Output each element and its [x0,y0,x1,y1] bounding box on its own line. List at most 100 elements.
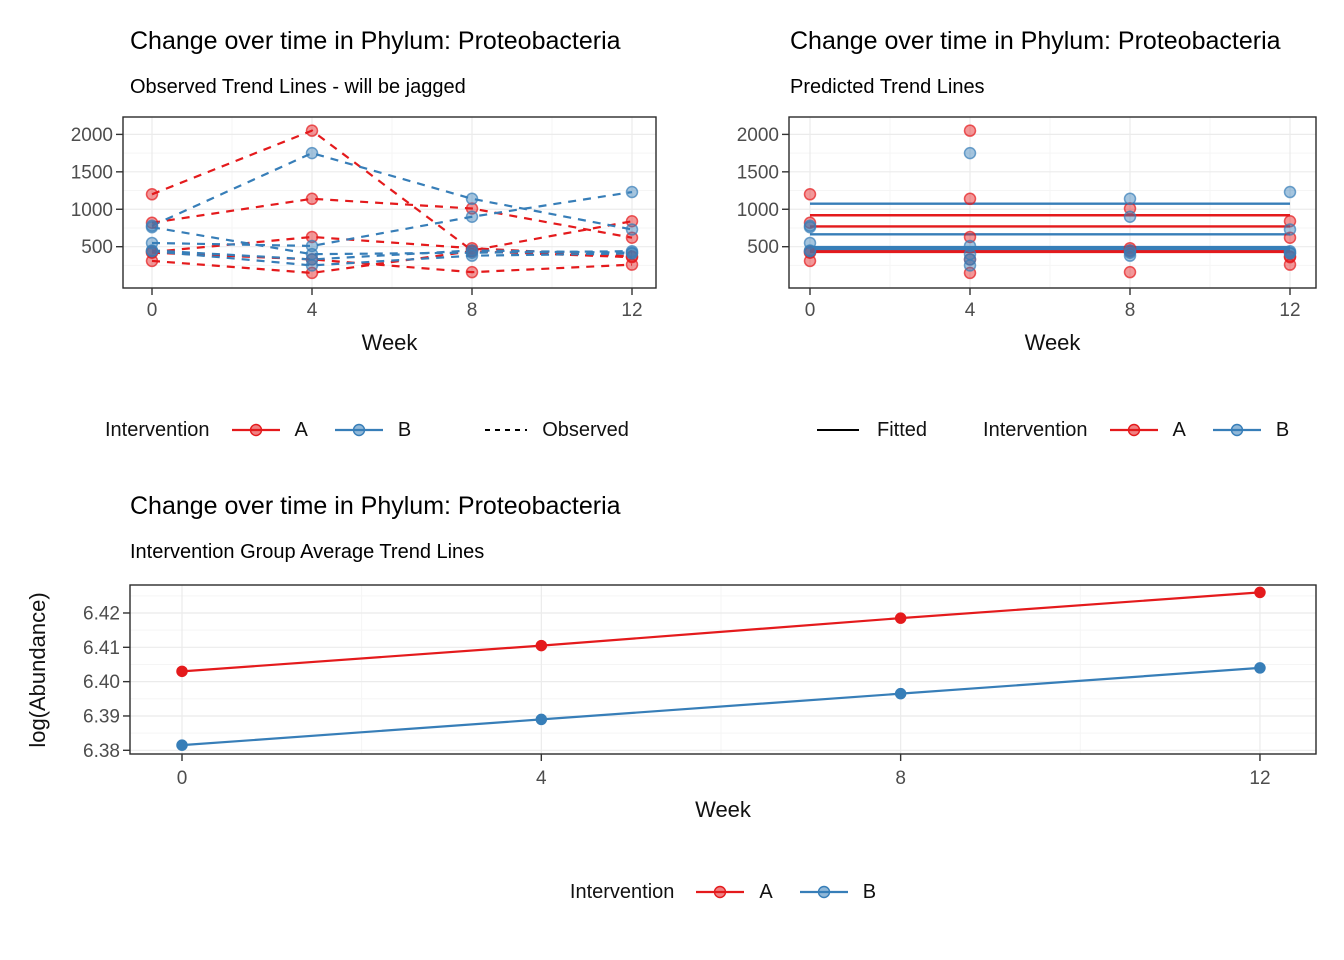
legend-label-b: B [1275,418,1290,441]
data-point [1254,586,1266,599]
legend: Intervention A B [130,875,1316,909]
legend-key-b-icon [799,885,848,899]
legend-label-a: A [759,880,773,903]
y-tick-label: 6.38 [83,741,120,762]
legend-key-b-icon [334,423,383,437]
linetype-legend: Fitted [815,419,983,442]
data-point [803,216,817,229]
series-line [151,190,633,248]
legend-label-b: B [397,418,412,441]
y-tick-label: 1500 [737,162,779,183]
y-tick-label: 2000 [737,125,779,146]
data-point [535,713,548,726]
data-point [803,244,817,258]
panel-border [129,584,1317,755]
observed-plot-panel: 0 4 8 12 500 1000 1500 2000 [71,116,657,321]
x-tick-label: 4 [536,768,547,789]
data-point [176,665,188,678]
linetype-label: Fitted [877,418,928,441]
chart-title: Change over time in Phylum: Proteobacter… [130,492,621,520]
y-tick-label: 500 [81,237,113,258]
data-point [625,185,639,199]
x-tick-label: 0 [147,300,158,321]
data-point [1123,210,1137,224]
chart-title: Change over time in Phylum: Proteobacter… [790,27,1281,55]
chart-subtitle: Intervention Group Average Trend Lines [130,541,485,563]
data-point [625,247,639,260]
y-tick-label: 6.42 [83,603,120,624]
linetype-label: Observed [542,418,629,441]
data-point [803,188,817,201]
legend-key-a-icon [1109,423,1158,437]
legend-title: Intervention [983,418,1088,441]
series-line [151,249,633,261]
series-line [151,250,633,267]
data-point [305,192,319,206]
data-point [625,223,639,236]
data-point [1254,662,1266,674]
legend-key-a-icon [696,885,745,899]
x-axis-title: Week [361,330,418,355]
y-tick-label: 6.40 [83,672,120,693]
average-chart: 0 4 8 12 6.38 6.39 6.40 6.41 6.42 Change over ti… [0,460,1344,960]
data-point [894,612,907,624]
legend-title: Intervention [105,418,210,441]
x-tick-label: 4 [965,300,976,321]
data-point [305,259,319,272]
data-point [963,124,977,137]
x-tick-label: 12 [621,300,642,321]
chart-subtitle: Predicted Trend Lines [790,76,985,98]
data-point [1283,247,1297,260]
data-point [145,244,159,258]
data-point [1123,249,1137,262]
x-tick-label: 8 [1125,300,1136,321]
data-point [465,265,479,279]
data-point [963,146,977,160]
data-point [145,216,159,229]
average-plot-panel: 0 4 8 12 6.38 6.39 6.40 6.41 6.42 [83,584,1317,789]
y-axis-title: log(Abundance) [25,592,50,748]
series-line [181,666,1261,747]
data-point [145,188,159,201]
data-point [894,687,907,700]
legend-title: Intervention [569,880,675,903]
series-line [181,591,1261,673]
y-tick-label: 6.41 [83,638,120,659]
series-line [151,250,633,275]
y-tick-label: 2000 [71,125,113,146]
panel-border [788,116,1317,289]
linetype-legend: Observed [483,419,629,442]
data-point [963,192,977,206]
data-point [1123,192,1137,206]
data-point [803,220,817,234]
chart-title: Change over time in Phylum: Proteobacter… [130,27,621,55]
data-point [465,192,479,206]
series-line [151,197,633,239]
x-axis-title: Week [695,797,751,822]
data-point [535,639,548,652]
legend-label-a: A [294,418,308,441]
dashed-line-icon [485,429,528,431]
data-point [305,230,319,244]
y-tick-label: 1000 [737,200,779,221]
series-line [151,226,633,256]
data-point [963,259,977,272]
predicted-chart: 0 4 8 12 500 1000 1500 2000 Change over time in… [672,0,1344,460]
x-tick-label: 12 [1249,768,1270,789]
legend: Intervention A B Observed [105,413,629,447]
data-point [465,210,479,224]
legend-label-b: B [862,880,877,903]
x-tick-label: 8 [467,300,478,321]
predicted-plot-panel: 0 4 8 12 500 1000 1500 2000 [737,116,1317,321]
data-point [176,739,188,751]
legend-key-a-icon [231,423,280,437]
x-tick-label: 8 [895,768,906,789]
chart-subtitle: Observed Trend Lines - will be jagged [130,76,466,98]
series-line [151,251,633,274]
x-tick-label: 12 [1279,300,1300,321]
series-line [151,129,633,252]
legend-key-b-icon [1212,423,1261,437]
solid-line-icon [817,429,859,431]
data-point [1123,265,1137,279]
